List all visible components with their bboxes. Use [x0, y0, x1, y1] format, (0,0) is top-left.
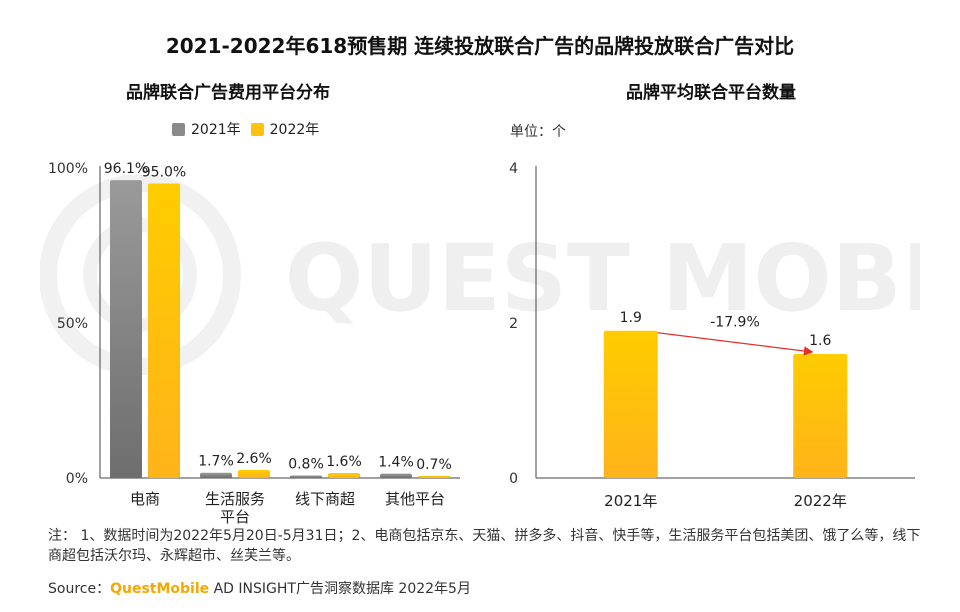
bar-value-label: 0.8%	[288, 457, 324, 473]
right-x-tick-label: 2022年	[794, 492, 847, 510]
legend-swatch-2021	[172, 122, 185, 136]
change-annotation: -17.9%	[710, 314, 760, 330]
left-y-tick-label: 50%	[57, 316, 88, 332]
bar-2021	[380, 473, 412, 478]
left-x-tick-label: 生活服务	[205, 490, 265, 508]
legend-label-2022: 2022年	[269, 122, 320, 138]
bar-value-label: 1.6%	[326, 454, 362, 470]
source-line: Source：QuestMobile AD INSIGHT广告洞察数据库 202…	[48, 578, 471, 598]
bar-value-label: 95.0%	[142, 165, 186, 181]
bar-value-label: 1.6	[809, 333, 831, 349]
legend-label-2021: 2021年	[191, 122, 241, 138]
bar-value-label: 1.9	[620, 310, 642, 326]
legend-swatch-2022	[250, 122, 264, 136]
bar-2021	[290, 475, 322, 478]
right-y-tick-label: 0	[509, 471, 518, 487]
source-prefix: Source：	[48, 581, 111, 597]
bar-2021	[200, 472, 232, 478]
right-bar-chart: 0 2 4 1.9 2021年 1.6 2022年 -17.9%	[509, 161, 915, 510]
left-y-tick-label: 100%	[48, 161, 88, 177]
left-y-tick-label: 0%	[66, 471, 88, 487]
bar-2022年	[793, 354, 848, 478]
left-x-tick-label: 平台	[220, 508, 250, 525]
bar-value-label: 96.1%	[104, 161, 148, 177]
left-x-tick-label: 其他平台	[385, 490, 445, 508]
right-chart-title: 品牌平均联合平台数量	[626, 83, 796, 103]
bar-2021年	[603, 330, 658, 478]
watermark-text: QUEST MOBILE	[285, 225, 920, 332]
left-chart-title: 品牌联合广告费用平台分布	[126, 83, 330, 103]
bar-value-label: 1.4%	[378, 455, 414, 471]
unit-label: 单位：个	[510, 124, 566, 140]
bar-2022	[418, 475, 450, 478]
bar-value-label: 0.7%	[416, 457, 452, 473]
left-x-tick-label: 线下商超	[295, 490, 355, 508]
legend: 2021年 2022年	[172, 119, 319, 139]
footnote: 注： 1、数据时间为2022年5月20日-5月31日；2、电商包括京东、天猫、拼…	[48, 528, 921, 564]
bar-2021	[110, 180, 142, 478]
bar-2022	[148, 183, 180, 478]
change-arrow	[657, 332, 814, 356]
right-x-tick-label: 2021年	[604, 492, 657, 510]
bar-2022	[238, 469, 270, 478]
bar-2022	[328, 473, 360, 478]
source-rest: AD INSIGHT广告洞察数据库 2022年5月	[209, 581, 471, 597]
left-x-tick-label: 电商	[130, 490, 160, 508]
page-title: 2021-2022年618预售期 连续投放联合广告的品牌投放联合广告对比	[165, 34, 795, 58]
right-y-tick-label: 2	[509, 316, 518, 332]
bar-value-label: 2.6%	[236, 451, 272, 467]
source-brand: QuestMobile	[110, 581, 210, 597]
right-y-tick-label: 4	[509, 161, 518, 177]
bar-value-label: 1.7%	[198, 454, 234, 470]
